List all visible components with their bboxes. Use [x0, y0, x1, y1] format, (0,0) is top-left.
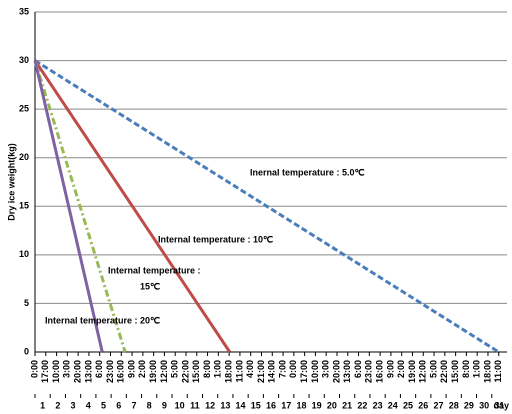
x-tick-label: 2:00	[396, 360, 406, 378]
x-tick-label: 20:00	[73, 360, 83, 383]
x-tick-label: 18:00	[224, 360, 234, 383]
day-tick-label: 31	[494, 400, 504, 410]
day-tick-label: 21	[342, 400, 352, 410]
day-tick-label: 14	[236, 400, 246, 410]
series-line	[33, 59, 232, 353]
day-tick-label: 29	[464, 400, 474, 410]
day-tick-label: 5	[101, 400, 106, 410]
x-tick-label: 1:00	[472, 360, 482, 378]
day-tick-label: 23	[373, 400, 383, 410]
x-tick-label: 17:00	[40, 360, 50, 383]
day-tick-label: 8	[147, 400, 152, 410]
x-tick-label: 8:00	[461, 360, 471, 378]
day-tick-label: 2	[55, 400, 60, 410]
day-tick-label: 25	[403, 400, 413, 410]
x-tick-label: 10:00	[310, 360, 320, 383]
y-tick-label: 20	[19, 152, 29, 162]
day-tick-label: 10	[175, 400, 185, 410]
x-tick-label: 17:00	[299, 360, 309, 383]
x-tick-label: 9:00	[126, 360, 136, 378]
x-tick-label: 11:00	[493, 360, 503, 383]
annotation: 15℃	[140, 281, 160, 291]
x-tick-label: 10:00	[51, 360, 61, 383]
x-tick-label: 0:00	[29, 360, 39, 378]
x-tick-label: 5:00	[428, 360, 438, 378]
y-tick-label: 30	[19, 55, 29, 65]
x-tick-label: 12:00	[418, 360, 428, 383]
series-line	[33, 60, 104, 353]
x-tick-label: 2:00	[137, 360, 147, 378]
x-tick-label: 4:00	[245, 360, 255, 378]
day-tick-label: 16	[266, 400, 276, 410]
x-tick-label: 5:00	[170, 360, 180, 378]
day-tick-label: 4	[86, 400, 91, 410]
y-tick-label: 0	[24, 346, 29, 356]
x-tick-label: 8:00	[202, 360, 212, 378]
annotation: Inernal temperature : 5.0℃	[250, 167, 365, 177]
x-tick-label: 1:00	[213, 360, 223, 378]
x-tick-label: 16:00	[116, 360, 126, 383]
x-tick-label: 11:00	[234, 360, 244, 383]
x-tick-label: 21:00	[256, 360, 266, 383]
day-tick-label: 3	[71, 400, 76, 410]
x-tick-label: 20:00	[331, 360, 341, 383]
day-tick-label: 11	[190, 400, 200, 410]
annotation: Internal temperature : 10℃	[158, 234, 273, 244]
day-tick-label: 17	[281, 400, 291, 410]
x-tick-label: 14:00	[267, 360, 277, 383]
y-tick-label: 5	[24, 298, 29, 308]
x-tick-label: 6:00	[353, 360, 363, 378]
day-tick-label: 26	[418, 400, 428, 410]
day-tick-label: 13	[220, 400, 230, 410]
series-line	[33, 60, 127, 353]
day-tick-label: 1	[40, 400, 45, 410]
x-tick-label: 16:00	[374, 360, 384, 383]
day-tick-label: 27	[433, 400, 443, 410]
x-tick-label: 15:00	[191, 360, 201, 383]
x-tick-label: 0:00	[288, 360, 298, 378]
day-tick-label: 7	[131, 400, 136, 410]
day-tick-label: 28	[449, 400, 459, 410]
day-tick-label: 12	[205, 400, 215, 410]
y-tick-label: 15	[19, 201, 29, 211]
x-tick-label: 3:00	[62, 360, 72, 378]
day-tick-label: 18	[296, 400, 306, 410]
x-tick-label: 23:00	[364, 360, 374, 383]
x-tick-label: 13:00	[83, 360, 93, 383]
day-tick-label: 22	[357, 400, 367, 410]
x-axis-label: day	[493, 400, 509, 410]
x-tick-label: 13:00	[342, 360, 352, 383]
x-tick-label: 3:00	[321, 360, 331, 378]
x-tick-label: 22:00	[439, 360, 449, 383]
day-tick-label: 15	[251, 400, 261, 410]
day-tick-label: 30	[479, 400, 489, 410]
y-axis-label: Dry ice weight(kg)	[6, 143, 16, 221]
annotation: Internal temperature : 20℃	[45, 315, 160, 325]
y-tick-label: 35	[19, 6, 29, 16]
x-tick-label: 12:00	[159, 360, 169, 383]
x-tick-label: 19:00	[148, 360, 158, 383]
y-tick-label: 25	[19, 104, 29, 114]
x-tick-label: 9:00	[385, 360, 395, 378]
x-tick-label: 18:00	[482, 360, 492, 383]
day-tick-label: 9	[162, 400, 167, 410]
x-tick-label: 22:00	[180, 360, 190, 383]
series-line	[34, 59, 500, 354]
x-tick-label: 6:00	[94, 360, 104, 378]
x-tick-label: 7:00	[277, 360, 287, 378]
x-tick-label: 23:00	[105, 360, 115, 383]
day-tick-label: 6	[116, 400, 121, 410]
day-tick-label: 24	[388, 400, 398, 410]
x-tick-label: 19:00	[407, 360, 417, 383]
day-tick-label: 19	[312, 400, 322, 410]
day-tick-label: 20	[327, 400, 337, 410]
x-tick-label: 15:00	[450, 360, 460, 383]
annotation: Internal temperature :	[108, 265, 201, 275]
y-tick-label: 10	[19, 249, 29, 259]
